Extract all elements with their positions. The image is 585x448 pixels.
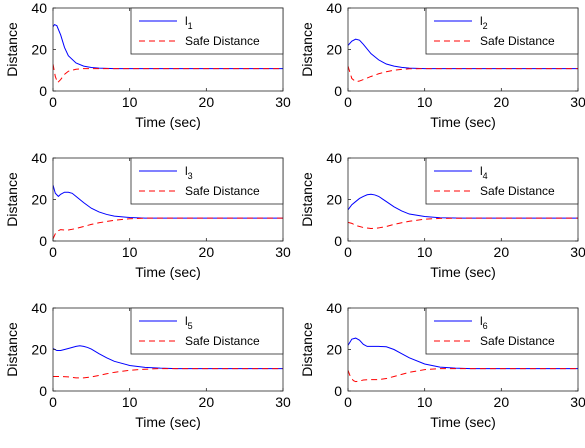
x-tick-label: 30: [275, 244, 291, 260]
legend-box: [130, 157, 284, 205]
chart-panel-4: 0 10 20 30 0 20 40 Time (sec) Distance l4 Safe Dis…: [299, 150, 585, 280]
y-tick-label: 0: [334, 233, 342, 249]
x-tick-label: 10: [417, 94, 433, 110]
y-axis-label: Distance: [299, 22, 315, 77]
x-tick-label: 0: [49, 394, 57, 410]
y-tick-label: 0: [39, 83, 47, 99]
x-axis-label: Time (sec): [430, 264, 496, 280]
y-tick-label: 0: [39, 383, 47, 399]
legend-entry-label: l6: [480, 314, 488, 331]
y-axis-label: Distance: [4, 172, 20, 227]
y-tick-label: 0: [39, 233, 47, 249]
legend-box: [130, 7, 284, 55]
x-tick-label: 10: [122, 244, 138, 260]
legend-box: [425, 307, 579, 355]
series-line-safe-distance: [348, 217, 578, 230]
x-tick-label: 10: [417, 394, 433, 410]
legend-entry-label: l5: [185, 314, 193, 331]
legend-entry-label: Safe Distance: [480, 34, 555, 48]
x-tick-label: 30: [570, 394, 585, 410]
y-tick-label: 40: [326, 150, 342, 166]
x-tick-label: 20: [199, 244, 215, 260]
x-axis-label: Time (sec): [430, 414, 496, 430]
legend-box: [130, 307, 284, 355]
legend: l4 Safe Distance: [425, 157, 579, 205]
legend-entry-label: l3: [185, 164, 193, 181]
x-axis-label: Time (sec): [135, 264, 201, 280]
y-tick-label: 40: [31, 150, 47, 166]
series-line-safe-distance: [348, 65, 578, 83]
x-tick-label: 0: [344, 94, 352, 110]
y-tick-label: 20: [31, 42, 47, 58]
chart-panel-1: 0 10 20 30 0 20 40 Time (sec) Distance l1 Safe Dis…: [4, 0, 291, 130]
y-tick-label: 0: [334, 383, 342, 399]
x-tick-label: 30: [275, 394, 291, 410]
legend-box: [425, 157, 579, 205]
y-axis-label: Distance: [299, 172, 315, 227]
x-tick-label: 0: [344, 394, 352, 410]
chart-panel-3: 0 10 20 30 0 20 40 Time (sec) Distance l3 Safe Dis…: [4, 150, 291, 280]
x-tick-label: 10: [417, 244, 433, 260]
legend-entry-label: Safe Distance: [480, 334, 555, 348]
y-axis-label: Distance: [4, 22, 20, 77]
x-axis-label: Time (sec): [135, 414, 201, 430]
x-tick-label: 0: [49, 244, 57, 260]
y-tick-label: 20: [326, 192, 342, 208]
legend-entry-label: Safe Distance: [185, 184, 260, 198]
x-axis-label: Time (sec): [430, 114, 496, 130]
chart-panel-5: 0 10 20 30 0 20 40 Time (sec) Distance l5 Safe Dis…: [4, 300, 291, 430]
x-tick-label: 30: [275, 94, 291, 110]
legend-entry-label: Safe Distance: [185, 34, 260, 48]
y-tick-label: 20: [326, 42, 342, 58]
y-tick-label: 40: [31, 300, 47, 316]
series-line-distance: [53, 345, 283, 370]
x-tick-label: 10: [122, 394, 138, 410]
x-tick-label: 30: [570, 94, 585, 110]
x-tick-label: 10: [122, 94, 138, 110]
series-line-safe-distance: [53, 368, 283, 379]
x-tick-label: 20: [494, 394, 510, 410]
legend-entry-label: Safe Distance: [480, 184, 555, 198]
series-line-safe-distance: [348, 368, 578, 383]
y-tick-label: 20: [31, 342, 47, 358]
x-axis-label: Time (sec): [135, 114, 201, 130]
legend: l3 Safe Distance: [130, 157, 284, 205]
x-tick-label: 20: [199, 394, 215, 410]
y-axis-label: Distance: [299, 322, 315, 377]
chart-panel-6: 0 10 20 30 0 20 40 Time (sec) Distance l6 Safe Dis…: [299, 300, 585, 430]
legend: l5 Safe Distance: [130, 307, 284, 355]
x-tick-label: 20: [199, 94, 215, 110]
series-line-distance: [348, 193, 578, 219]
legend-entry-label: l2: [480, 14, 488, 31]
series-line-distance: [348, 337, 578, 370]
y-axis-label: Distance: [4, 322, 20, 377]
legend-entry-label: l1: [185, 14, 193, 31]
legend: l6 Safe Distance: [425, 307, 579, 355]
legend: l2 Safe Distance: [425, 7, 579, 55]
legend-box: [425, 7, 579, 55]
y-tick-label: 20: [31, 192, 47, 208]
series-line-safe-distance: [53, 63, 283, 84]
legend: l1 Safe Distance: [130, 7, 284, 55]
y-tick-label: 40: [326, 0, 342, 16]
y-tick-label: 40: [326, 300, 342, 316]
y-tick-label: 0: [334, 83, 342, 99]
legend-entry-label: Safe Distance: [185, 334, 260, 348]
x-tick-label: 30: [570, 244, 585, 260]
y-tick-label: 40: [31, 0, 47, 16]
x-tick-label: 20: [494, 94, 510, 110]
legend-entry-label: l4: [480, 164, 488, 181]
chart-panel-2: 0 10 20 30 0 20 40 Time (sec) Distance l2 Safe Dis…: [299, 0, 585, 130]
x-tick-label: 0: [49, 94, 57, 110]
y-tick-label: 20: [326, 342, 342, 358]
x-tick-label: 20: [494, 244, 510, 260]
x-tick-label: 0: [344, 244, 352, 260]
series-line-safe-distance: [53, 217, 283, 240]
